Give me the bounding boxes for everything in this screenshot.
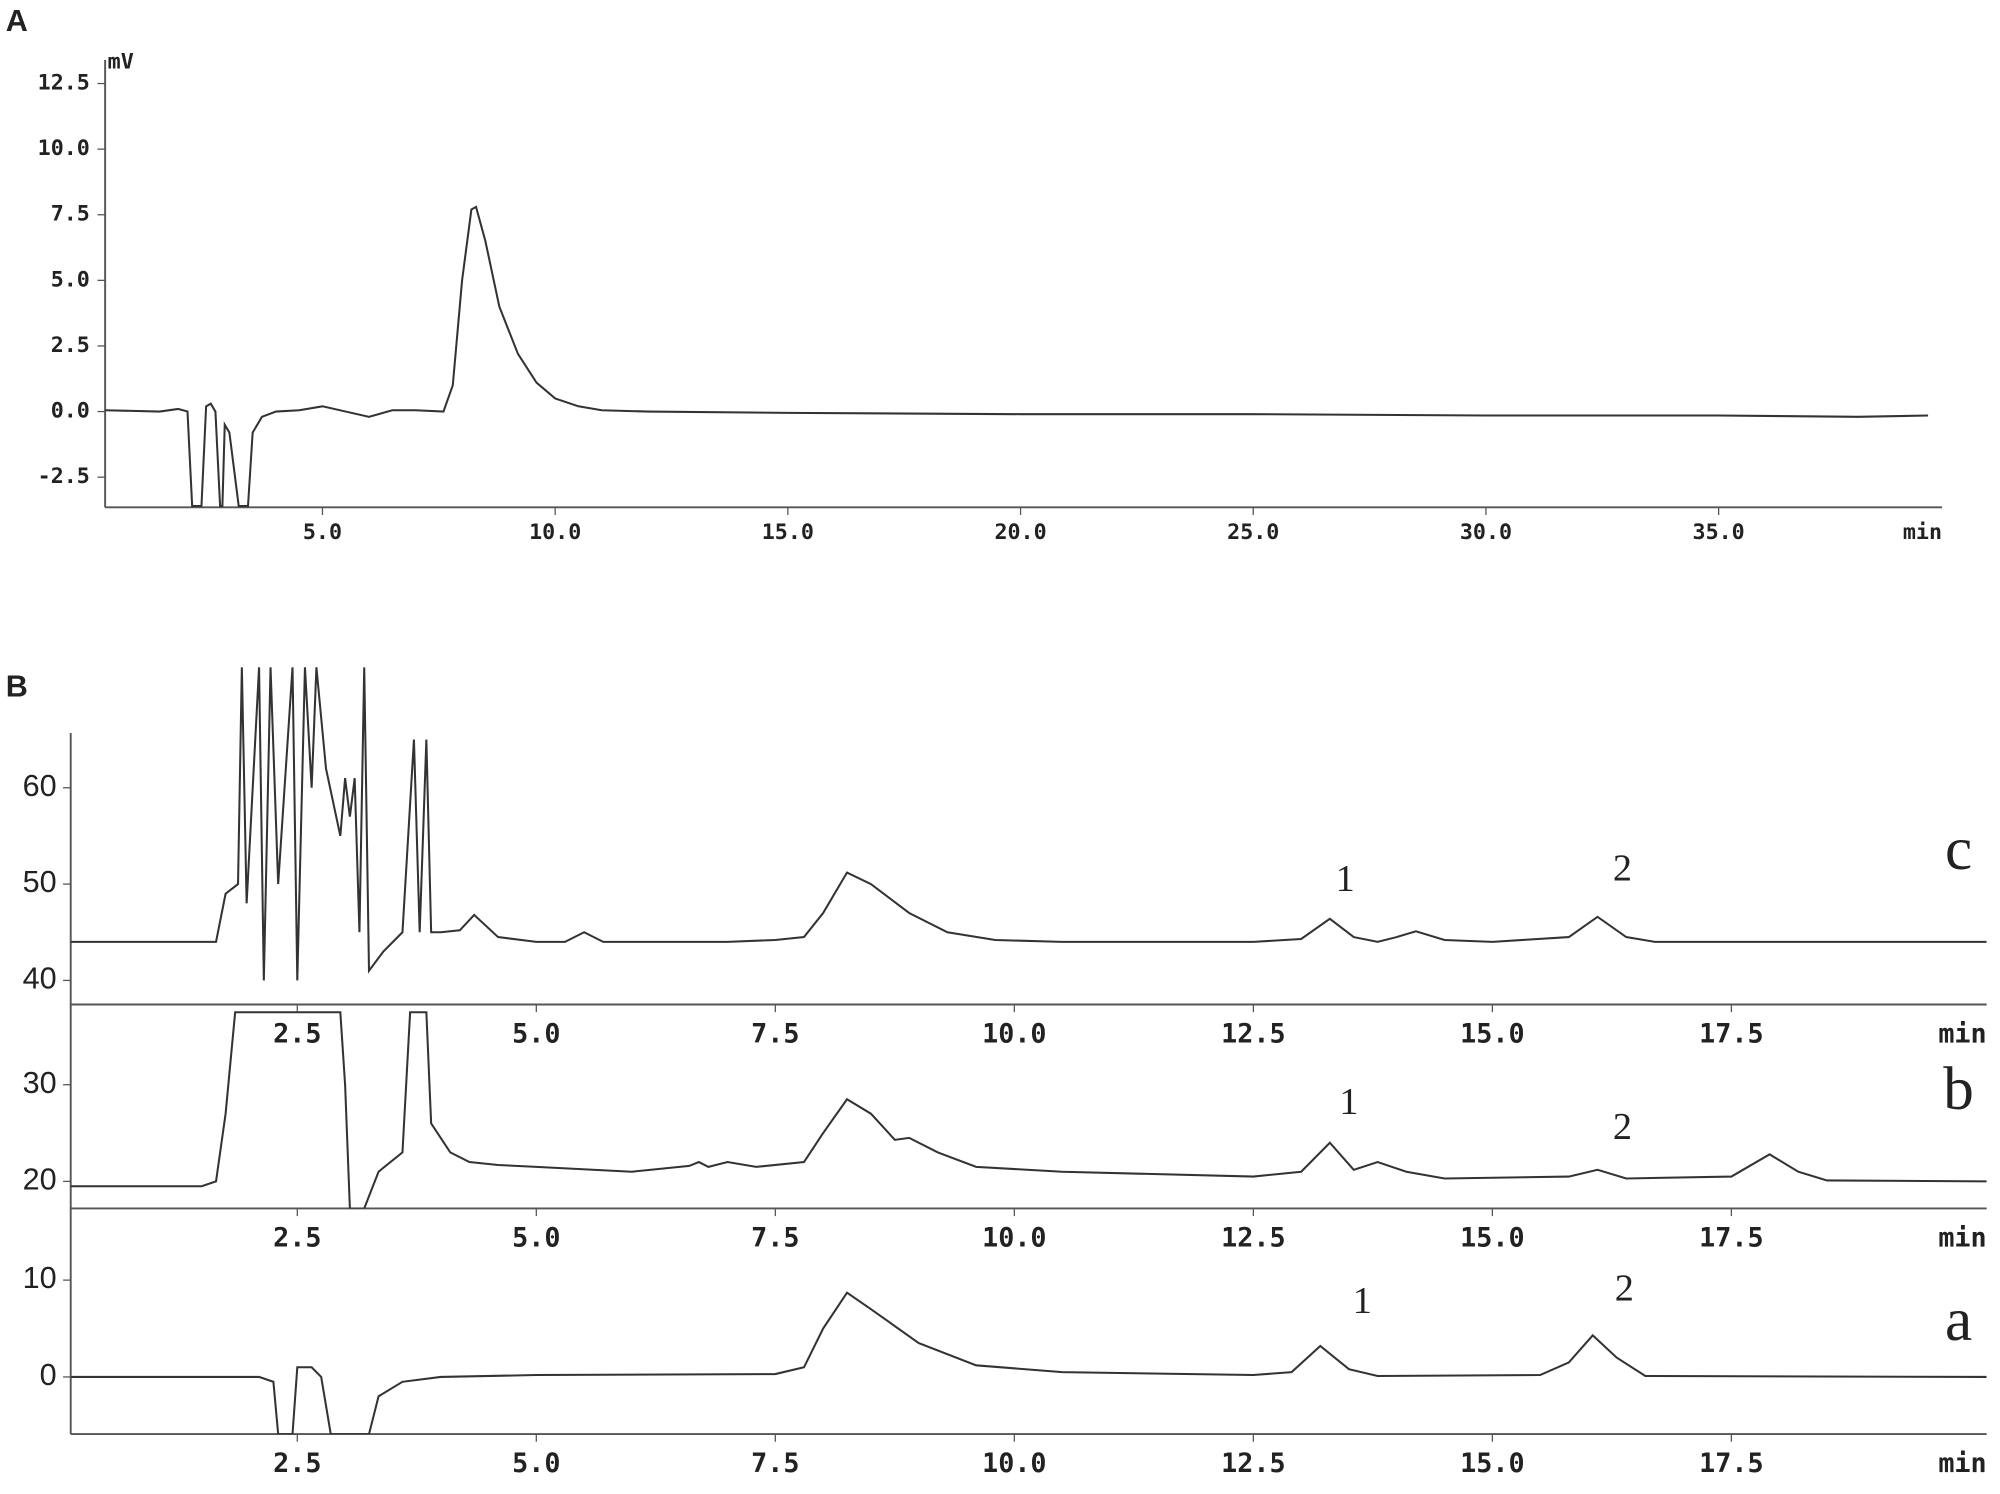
y-tick-label: 7.5 xyxy=(51,202,90,227)
x-tick-label: 30.0 xyxy=(1460,520,1512,545)
y-tick-label: 2.5 xyxy=(51,333,90,358)
x-tick-label: 5.0 xyxy=(512,1448,560,1479)
x-tick-label: 5.0 xyxy=(512,1223,560,1254)
panel-label: B xyxy=(6,669,28,703)
y-axis-label: mV xyxy=(108,49,134,74)
x-tick-label: 15.0 xyxy=(762,520,814,545)
trace xyxy=(70,1291,1987,1435)
x-tick-label: 5.0 xyxy=(512,1019,560,1050)
x-tick-label: 7.5 xyxy=(751,1223,799,1254)
series-label: b xyxy=(1943,1055,1974,1123)
panel-label: A xyxy=(6,4,28,38)
trace xyxy=(105,205,1929,508)
y-tick-label: 20 xyxy=(23,1162,57,1196)
y-tick-label: 0 xyxy=(40,1358,57,1392)
y-tick-label: 12.5 xyxy=(38,71,90,96)
x-tick-label: 2.5 xyxy=(273,1448,321,1479)
peak-label: 2 xyxy=(1613,1106,1632,1148)
x-tick-label: 25.0 xyxy=(1227,520,1279,545)
x-tick-label: 15.0 xyxy=(1460,1448,1524,1479)
x-tick-label: 15.0 xyxy=(1460,1019,1524,1050)
x-tick-label: 10.0 xyxy=(529,520,581,545)
y-tick-label: 5.0 xyxy=(51,267,90,292)
x-tick-label: 17.5 xyxy=(1699,1223,1763,1254)
y-tick-label: 60 xyxy=(23,769,57,803)
y-tick-label: 50 xyxy=(23,865,57,899)
series-label: a xyxy=(1945,1286,1972,1354)
y-tick-label: 40 xyxy=(23,961,57,995)
x-axis-label: min xyxy=(1938,1448,1986,1479)
x-tick-label: 10.0 xyxy=(982,1223,1046,1254)
peak-label: 1 xyxy=(1336,858,1355,900)
y-tick-label: 0.0 xyxy=(51,399,90,424)
y-tick-label: 30 xyxy=(23,1066,57,1100)
x-tick-label: 7.5 xyxy=(751,1448,799,1479)
x-tick-label: 12.5 xyxy=(1221,1019,1285,1050)
y-tick-label: 10.0 xyxy=(38,136,90,161)
x-tick-label: 35.0 xyxy=(1693,520,1745,545)
x-tick-label: 7.5 xyxy=(751,1019,799,1050)
x-tick-label: 10.0 xyxy=(982,1019,1046,1050)
x-tick-label: 5.0 xyxy=(303,520,342,545)
x-tick-label: 20.0 xyxy=(994,520,1046,545)
trace xyxy=(70,1011,1987,1209)
x-axis-label: min xyxy=(1938,1019,1986,1050)
x-tick-label: 17.5 xyxy=(1699,1019,1763,1050)
y-tick-label: 10 xyxy=(23,1261,57,1295)
x-tick-label: 12.5 xyxy=(1221,1223,1285,1254)
trace xyxy=(70,667,1987,981)
x-axis-label: min xyxy=(1938,1223,1986,1254)
x-tick-label: 17.5 xyxy=(1699,1448,1763,1479)
peak-label: 2 xyxy=(1615,1268,1634,1310)
y-tick-label: -2.5 xyxy=(38,464,90,489)
series-label: c xyxy=(1945,815,1972,883)
peak-label: 1 xyxy=(1339,1081,1358,1123)
x-tick-label: 10.0 xyxy=(982,1448,1046,1479)
x-axis-label: min xyxy=(1903,520,1942,545)
peak-label: 2 xyxy=(1613,847,1632,889)
x-tick-label: 2.5 xyxy=(273,1019,321,1050)
x-tick-label: 15.0 xyxy=(1460,1223,1524,1254)
x-tick-label: 2.5 xyxy=(273,1223,321,1254)
x-tick-label: 12.5 xyxy=(1221,1448,1285,1479)
peak-label: 1 xyxy=(1353,1280,1372,1322)
